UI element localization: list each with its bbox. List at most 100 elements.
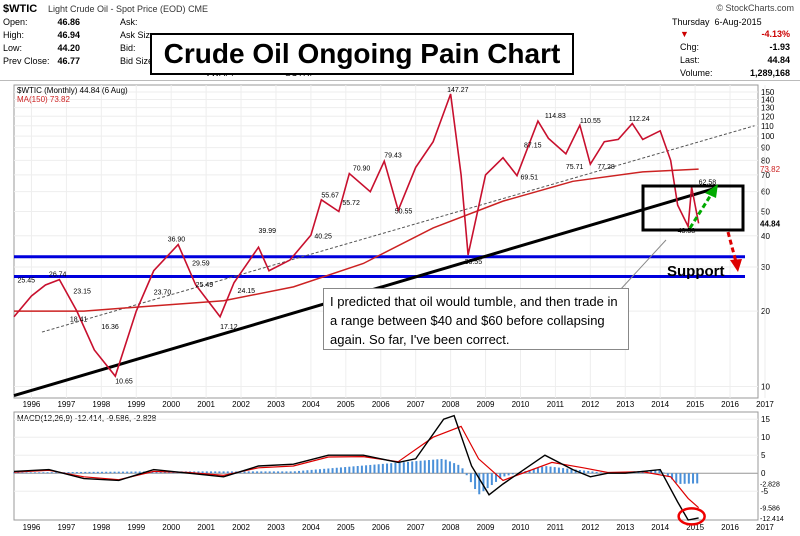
- macd-histogram-bar: [687, 473, 690, 484]
- price-x-tick: 2001: [197, 400, 215, 409]
- price-label: 10.65: [115, 378, 133, 385]
- macd-value-tag: -12.414: [760, 516, 784, 523]
- macd-x-tick: 2001: [197, 523, 215, 532]
- macd-histogram-bar: [92, 471, 95, 474]
- macd-histogram-bar: [54, 472, 57, 474]
- macd-histogram-bar: [96, 471, 99, 474]
- chg-value: -1.93: [769, 42, 790, 52]
- macd-x-tick: 2009: [477, 523, 495, 532]
- chart-title-box: Crude Oil Ongoing Pain Chart: [150, 33, 574, 75]
- macd-panel: [13, 411, 759, 521]
- price-label: 55.72: [342, 200, 360, 207]
- down-arrow: [726, 231, 738, 263]
- macd-histogram-bar: [105, 471, 108, 474]
- macd-histogram-bar: [247, 471, 250, 474]
- macd-histogram-bar: [130, 471, 133, 474]
- macd-x-tick: 2008: [442, 523, 460, 532]
- macd-x-tick: 1999: [127, 523, 145, 532]
- macd-histogram-bar: [356, 466, 359, 474]
- price-x-tick: 2016: [721, 400, 739, 409]
- macd-value-tag: -9.586: [760, 506, 780, 513]
- macd-histogram-bar: [260, 471, 263, 474]
- macd-histogram-bar: [360, 465, 363, 474]
- macd-histogram-bar: [155, 471, 158, 474]
- macd-histogram-bar: [457, 464, 460, 474]
- price-label: 79.43: [384, 153, 402, 160]
- price-label: 17.12: [220, 324, 238, 331]
- macd-histogram-bar: [427, 460, 430, 474]
- bid-label: Bid:: [120, 43, 136, 53]
- macd-y-tick: 0: [761, 469, 766, 478]
- ma-line: [14, 168, 699, 312]
- price-y-tick: 130: [761, 104, 775, 113]
- macd-histogram-bar: [650, 470, 653, 474]
- macd-histogram-bar: [348, 466, 351, 474]
- macd-histogram-bar: [448, 461, 451, 474]
- quote-header: $WTIC Light Crude Oil - Spot Price (EOD)…: [0, 0, 800, 81]
- bidsize-label: Bid Size:: [120, 56, 156, 66]
- price-x-tick: 1998: [92, 400, 110, 409]
- macd-x-tick: 2010: [512, 523, 530, 532]
- macd-histogram-bar: [256, 471, 259, 474]
- open-label: Open:: [3, 17, 28, 27]
- price-y-tick: 70: [761, 171, 770, 180]
- price-label: 50.55: [395, 209, 413, 216]
- macd-histogram-bar: [365, 465, 368, 474]
- macd-signal-line: [13, 425, 700, 509]
- ma-legend: MA(150) 73.82: [17, 95, 70, 104]
- macd-x-tick: 2006: [372, 523, 390, 532]
- prevclose-value: 46.77: [57, 56, 80, 66]
- macd-histogram-bar: [486, 473, 489, 489]
- macd-histogram-bar: [205, 471, 208, 474]
- macd-histogram-bar: [566, 468, 569, 474]
- macd-histogram-bar: [591, 471, 594, 474]
- macd-histogram-bar: [230, 471, 233, 474]
- macd-histogram-bar: [407, 461, 410, 474]
- macd-histogram-bar: [411, 461, 414, 474]
- macd-line: [13, 414, 699, 521]
- macd-histogram-bar: [465, 473, 468, 476]
- macd-histogram-bar: [251, 471, 254, 474]
- price-legend: $WTIC (Monthly) 44.84 (6 Aug): [17, 86, 128, 95]
- macd-histogram-bar: [268, 471, 271, 474]
- macd-x-tick: 1998: [92, 523, 110, 532]
- macd-highlight-circle: [677, 507, 706, 526]
- macd-histogram-bar: [645, 470, 648, 474]
- macd-histogram-bar: [318, 469, 321, 474]
- macd-histogram-bar: [201, 471, 204, 474]
- macd-histogram-bar: [658, 469, 661, 474]
- macd-histogram-bar: [323, 468, 326, 474]
- price-x-tick: 1996: [23, 400, 41, 409]
- price-y-tick: 100: [761, 132, 775, 141]
- macd-histogram-bar: [495, 473, 498, 482]
- macd-x-tick: 1997: [57, 523, 75, 532]
- macd-x-tick: 2013: [616, 523, 634, 532]
- macd-histogram-bar: [402, 462, 405, 474]
- macd-histogram-bar: [683, 473, 686, 484]
- price-y-tick: 50: [761, 208, 770, 217]
- macd-histogram-bar: [138, 471, 141, 474]
- range-box: [641, 184, 745, 232]
- macd-histogram-bar: [599, 472, 602, 474]
- macd-histogram-bar: [88, 471, 91, 474]
- macd-histogram-bar: [549, 466, 552, 474]
- macd-histogram-bar: [490, 473, 493, 486]
- price-x-tick: 1997: [57, 400, 75, 409]
- macd-x-tick: 1996: [23, 523, 41, 532]
- price-label: 147.27: [447, 87, 469, 94]
- macd-histogram-bar: [84, 471, 87, 474]
- price-label: 55.67: [321, 192, 339, 199]
- ask-label: Ask:: [120, 17, 138, 27]
- macd-histogram-bar: [113, 471, 116, 474]
- macd-histogram-bar: [13, 472, 15, 474]
- macd-x-tick: 2002: [232, 523, 250, 532]
- macd-histogram-bar: [46, 472, 49, 474]
- macd-histogram-bar: [696, 473, 699, 484]
- macd-histogram-bar: [109, 471, 112, 474]
- macd-histogram-bar: [197, 471, 200, 474]
- macd-histogram-bar: [214, 471, 217, 474]
- instrument-name: Light Crude Oil - Spot Price (EOD) CME: [48, 4, 209, 14]
- macd-histogram-bar: [369, 464, 372, 474]
- price-line: [13, 93, 700, 378]
- price-y-tick: 140: [761, 96, 775, 105]
